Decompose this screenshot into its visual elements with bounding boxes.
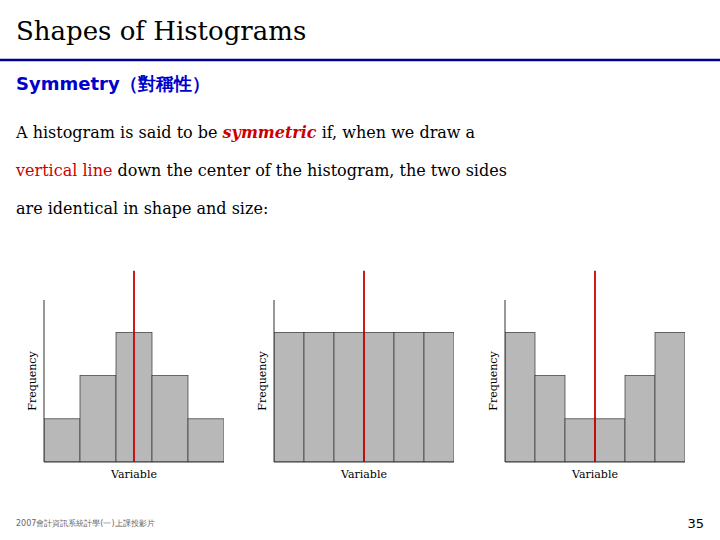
bar	[188, 419, 224, 462]
bar	[364, 332, 394, 462]
highlighted-text: vertical line	[15, 161, 112, 180]
bar	[565, 419, 595, 462]
highlighted-text: symmetric	[222, 123, 317, 142]
x-axis-label: Variable	[110, 468, 157, 481]
y-axis	[505, 300, 506, 462]
page-number: 35	[687, 516, 704, 531]
text-segment: are identical in shape and size:	[16, 199, 268, 218]
subtitle: Symmetry（對稱性）	[16, 73, 210, 94]
bar	[304, 332, 334, 462]
body-text: are identical in shape and size:	[16, 199, 268, 218]
y-axis	[44, 300, 45, 462]
bar	[274, 332, 304, 462]
x-axis	[274, 462, 454, 463]
body-text: vertical line down the center of the his…	[15, 161, 507, 180]
bar	[655, 332, 685, 462]
bar	[595, 419, 625, 462]
bar	[152, 376, 188, 462]
bar	[44, 419, 80, 462]
center-line	[363, 271, 365, 462]
text-segment: down the center of the histogram, the tw…	[112, 161, 506, 180]
y-axis-label: Frequency	[487, 350, 500, 410]
bar	[424, 332, 454, 462]
histogram: Variable Frequency	[256, 271, 454, 481]
y-axis-label: Frequency	[256, 350, 269, 410]
y-axis-label: Frequency	[26, 350, 39, 410]
histogram: Variable Frequency	[26, 271, 224, 481]
bar	[505, 332, 535, 462]
bar	[625, 376, 655, 462]
text-segment: if, when we draw a	[317, 123, 476, 142]
x-axis-label: Variable	[571, 468, 618, 481]
footer: 2007會計資訊系統計學(一)上課投影片	[16, 519, 155, 528]
center-line	[133, 271, 135, 462]
bar	[394, 332, 424, 462]
title: Shapes of Histograms	[16, 16, 306, 46]
center-line	[594, 271, 596, 462]
y-axis	[274, 300, 275, 462]
x-axis-label: Variable	[340, 468, 387, 481]
histogram: Variable Frequency	[487, 271, 685, 481]
bar	[80, 376, 116, 462]
x-axis	[505, 462, 685, 463]
page: Shapes of Histograms Symmetry（對稱性） A histo…	[0, 0, 720, 540]
bar	[535, 376, 565, 462]
text-segment: A histogram is said to be	[15, 123, 223, 142]
background	[0, 0, 720, 540]
title-underline	[0, 59, 720, 62]
bar	[334, 332, 364, 462]
body-text: A histogram is said to be symmetric if, …	[15, 123, 476, 142]
x-axis	[44, 462, 224, 463]
